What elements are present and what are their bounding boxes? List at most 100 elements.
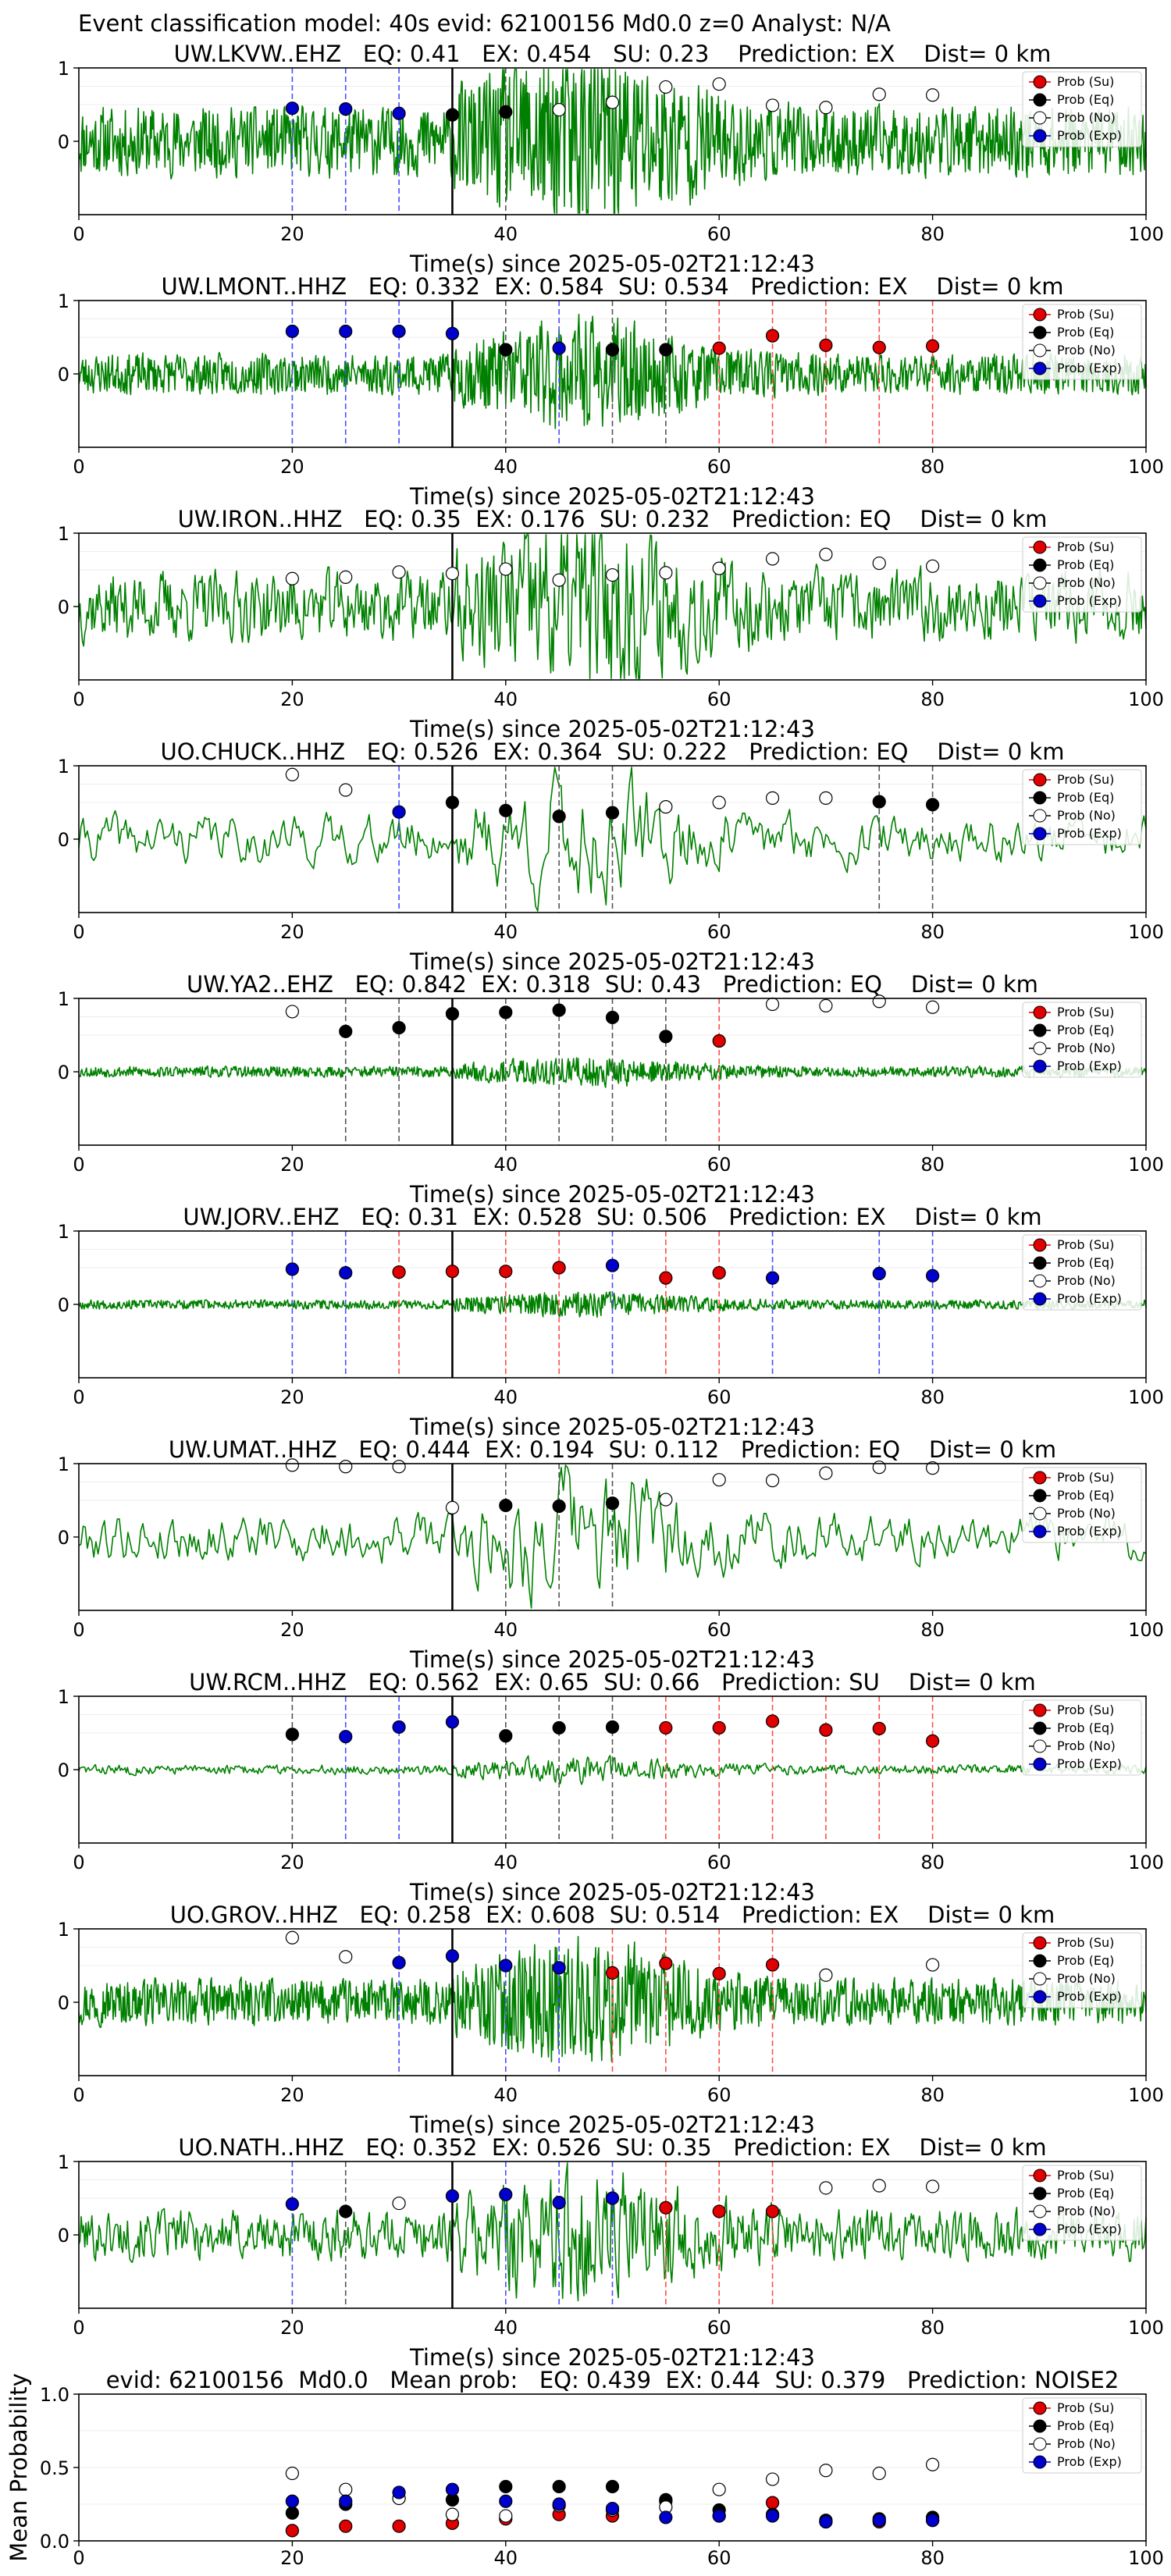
legend-label-eq: Prob (Eq) (1057, 1720, 1114, 1735)
x-tick-label: 80 (920, 1619, 945, 1641)
x-tick-label: 60 (707, 921, 731, 943)
prob-point-no (339, 570, 353, 585)
legend-box (1022, 2397, 1142, 2474)
legend-marker-exp (1033, 129, 1047, 143)
prob-point-eq (552, 809, 566, 824)
x-tick-label: 40 (494, 1386, 518, 1408)
legend-marker-no (1033, 1274, 1047, 1288)
x-tick-label: 20 (280, 1852, 304, 1873)
prob-point-exp (445, 1949, 460, 1963)
y-tick-label: 0.5 (40, 2457, 69, 2479)
x-tick-label: 40 (494, 2084, 518, 2106)
x-tick-label: 20 (280, 921, 304, 943)
x-tick-label: 0 (73, 1386, 84, 1408)
prob-point-no (925, 1000, 940, 1014)
mean-prob-point-su (765, 2496, 780, 2510)
legend-label-eq: Prob (Eq) (1057, 1255, 1114, 1270)
prob-point-no (925, 2179, 940, 2194)
prob-point-exp (339, 324, 353, 339)
prob-point-eq (285, 1727, 299, 1742)
legend-label-exp: Prob (Exp) (1057, 826, 1122, 841)
prob-point-su (659, 2201, 673, 2215)
legend-label-eq: Prob (Eq) (1057, 2418, 1114, 2433)
mean-prob-point-exp (445, 2482, 460, 2496)
prob-point-exp (499, 1959, 513, 1973)
x-tick-label: 20 (280, 2317, 304, 2339)
legend-label-no: Prob (No) (1057, 1971, 1116, 1986)
legend-marker-eq (1033, 1721, 1047, 1735)
legend-box (1022, 1234, 1142, 1311)
prob-point-exp (392, 805, 406, 819)
station-panel: 0 20 40 60 80 100 1 0 Prob (Su) Prob (Eq) Prob (No… (58, 971, 1164, 1208)
legend-label-su: Prob (Su) (1057, 1237, 1114, 1252)
x-tick-label: 40 (494, 2317, 518, 2339)
mean-prob-point-exp (819, 2514, 833, 2529)
prob-point-no (765, 997, 780, 1012)
mean-prob-point-exp (339, 2494, 353, 2508)
x-tick-label: 20 (280, 456, 304, 478)
legend-marker-exp (1033, 2222, 1047, 2236)
prob-point-eq (552, 1720, 566, 1735)
y-tick-label: 1 (58, 1919, 69, 1941)
prob-point-eq (499, 1498, 513, 1513)
x-tick-label: 100 (1128, 921, 1164, 943)
x-axis-label: Time(s) since 2025-05-02T21:12:43 (409, 2344, 815, 2371)
prob-point-no (445, 1500, 460, 1515)
prob-point-exp (605, 2191, 620, 2205)
mean-prob-point-su (339, 2519, 353, 2533)
legend-marker-su (1033, 540, 1047, 554)
prob-point-exp (285, 1262, 299, 1276)
x-axis-label: Time(s) since 2025-05-02T21:12:43 (409, 948, 815, 975)
legend-marker-no (1033, 2437, 1047, 2451)
legend-marker-su (1033, 1005, 1047, 1019)
legend-marker-su (1033, 1238, 1047, 1252)
prob-point-eq (605, 1720, 620, 1735)
y-axis-label: Mean Probability (5, 2373, 32, 2562)
prob-point-su (712, 1034, 726, 1048)
x-tick-label: 80 (920, 921, 945, 943)
prob-point-su (659, 1720, 673, 1735)
x-tick-label: 0 (73, 456, 84, 478)
x-tick-label: 100 (1128, 2084, 1164, 2106)
x-axis-label: Time(s) since 2025-05-02T21:12:43 (409, 1181, 815, 1208)
x-tick-label: 0 (73, 1852, 84, 1873)
prob-point-no (925, 88, 940, 102)
legend-box (1022, 1002, 1142, 1078)
panel-title: UW.LMONT..HHZ EQ: 0.332 EX: 0.584 SU: 0.… (161, 273, 1063, 300)
prob-point-exp (339, 1730, 353, 1744)
legend-marker-eq (1033, 93, 1047, 107)
legend-label-exp: Prob (Exp) (1057, 1291, 1122, 1306)
panel-title: UW.LKVW..EHZ EQ: 0.41 EX: 0.454 SU: 0.23… (174, 41, 1052, 67)
x-axis-label: Time(s) since 2025-05-02T21:12:43 (409, 483, 815, 510)
prob-point-exp (285, 2197, 299, 2211)
prob-point-no (392, 565, 406, 579)
x-tick-label: 40 (494, 1619, 518, 1641)
prob-point-su (552, 1261, 566, 1275)
prob-point-su (712, 1265, 726, 1280)
legend-marker-su (1033, 2401, 1047, 2415)
station-panel: 0 20 40 60 80 100 1 0 Prob (Su) Prob (Eq) Prob (No… (58, 41, 1164, 277)
waveform-trace (78, 69, 1147, 214)
prob-point-no (872, 1461, 886, 1475)
legend-label-su: Prob (Su) (1057, 539, 1114, 554)
x-tick-label: 100 (1128, 223, 1164, 245)
waveform-trace (78, 1464, 1147, 1609)
waveform-trace (78, 313, 1147, 429)
prob-point-no (925, 1461, 940, 1475)
prob-point-no (659, 800, 673, 814)
x-tick-label: 40 (494, 2547, 518, 2569)
prob-point-no (285, 571, 299, 585)
y-tick-label: 0 (58, 131, 69, 153)
mean-prob-point-exp (712, 2509, 726, 2523)
legend-marker-exp (1033, 827, 1047, 841)
x-tick-label: 0 (73, 1154, 84, 1176)
prob-point-exp (872, 1266, 886, 1281)
x-tick-label: 20 (280, 1154, 304, 1176)
legend-marker-no (1033, 2204, 1047, 2218)
x-tick-label: 60 (707, 1852, 731, 1873)
x-tick-label: 0 (73, 2317, 84, 2339)
x-tick-label: 80 (920, 2084, 945, 2106)
legend-box (1022, 1699, 1142, 1776)
prob-point-no (712, 77, 726, 91)
